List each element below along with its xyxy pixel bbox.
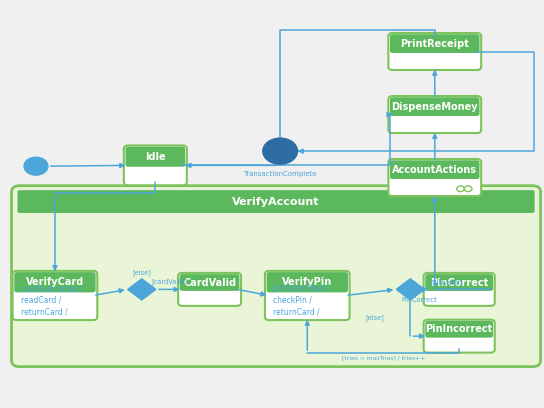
Text: DispenseMoney: DispenseMoney bbox=[392, 102, 478, 112]
Polygon shape bbox=[128, 279, 156, 300]
FancyBboxPatch shape bbox=[124, 145, 187, 185]
Text: VerifyAccount: VerifyAccount bbox=[232, 197, 320, 206]
Text: PrintReceipt: PrintReceipt bbox=[400, 39, 469, 49]
FancyBboxPatch shape bbox=[11, 186, 541, 367]
FancyBboxPatch shape bbox=[388, 159, 481, 196]
Circle shape bbox=[24, 157, 48, 175]
FancyBboxPatch shape bbox=[265, 271, 350, 320]
Text: TransactionComplete: TransactionComplete bbox=[243, 171, 317, 177]
FancyBboxPatch shape bbox=[424, 320, 494, 353]
Text: cardSubmitted /
readCard /
returnCard /: cardSubmitted / readCard / returnCard / bbox=[21, 284, 83, 317]
Text: [else]: [else] bbox=[366, 315, 385, 322]
Text: PinCorrect: PinCorrect bbox=[430, 277, 489, 288]
Circle shape bbox=[263, 138, 298, 164]
FancyBboxPatch shape bbox=[425, 274, 493, 291]
FancyBboxPatch shape bbox=[178, 273, 241, 306]
Text: [PINvalid]: [PINvalid] bbox=[430, 279, 462, 286]
FancyBboxPatch shape bbox=[180, 274, 239, 291]
Text: VerifyPin: VerifyPin bbox=[282, 277, 332, 287]
FancyBboxPatch shape bbox=[424, 273, 494, 306]
Text: PinIncorrect: PinIncorrect bbox=[425, 324, 493, 334]
FancyBboxPatch shape bbox=[390, 160, 480, 179]
FancyBboxPatch shape bbox=[14, 272, 96, 293]
FancyBboxPatch shape bbox=[126, 146, 185, 167]
Text: CardValid: CardValid bbox=[183, 277, 236, 288]
Text: [else]: [else] bbox=[132, 269, 151, 276]
Text: PinCorrect: PinCorrect bbox=[401, 297, 437, 303]
FancyBboxPatch shape bbox=[390, 97, 480, 116]
FancyBboxPatch shape bbox=[425, 321, 493, 338]
FancyBboxPatch shape bbox=[388, 96, 481, 133]
Text: [cardValid]: [cardValid] bbox=[151, 279, 187, 286]
Polygon shape bbox=[396, 279, 424, 300]
Text: [tries < maxTries] / tries++: [tries < maxTries] / tries++ bbox=[342, 356, 425, 361]
FancyBboxPatch shape bbox=[390, 34, 480, 53]
Text: AccountActions: AccountActions bbox=[392, 165, 477, 175]
FancyBboxPatch shape bbox=[267, 272, 348, 293]
FancyBboxPatch shape bbox=[13, 271, 97, 320]
Text: pinSubmitted /
checkPin /
returnCard /: pinSubmitted / checkPin / returnCard / bbox=[273, 284, 330, 317]
Text: VerifyCard: VerifyCard bbox=[26, 277, 84, 287]
Text: Idle: Idle bbox=[145, 152, 166, 162]
FancyBboxPatch shape bbox=[388, 33, 481, 70]
FancyBboxPatch shape bbox=[17, 190, 535, 213]
